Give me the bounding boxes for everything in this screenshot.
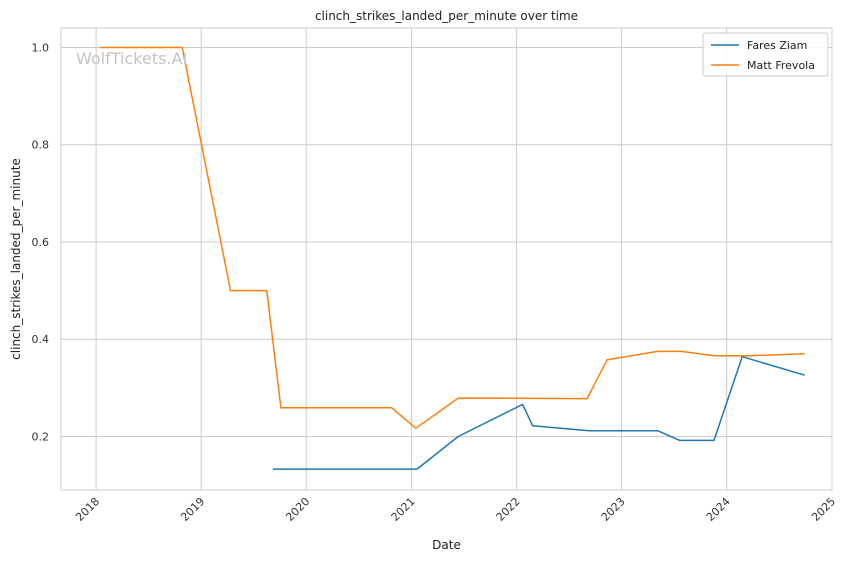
x-tick-label: 2024 [704,495,733,524]
series-line [272,355,805,470]
series-0 [272,355,805,470]
y-axis-label: clinch_strikes_landed_per_minute [9,158,23,360]
x-tick-label: 2022 [494,495,523,524]
data-point [679,440,680,441]
data-point [657,430,658,431]
x-axis-label: Date [432,538,461,552]
x-tick-label: 2019 [178,495,207,524]
x-axis-ticks: 2018 2019 2020 2021 2022 2023 2024 2025 [73,495,838,524]
data-point [182,47,183,48]
data-point [587,398,588,399]
legend-label: Matt Frevola [747,59,815,72]
x-tick-label: 2025 [809,495,838,524]
data-point [589,430,590,431]
y-tick-label: 0.2 [32,431,50,444]
data-point [804,353,805,354]
plot-background [61,28,832,490]
y-axis-ticks: 0.2 0.4 0.6 0.8 1.0 [32,41,50,443]
data-point [607,359,608,360]
series-1 [99,46,805,429]
x-tick-label: 2020 [283,495,312,524]
data-point [280,407,281,408]
series-layer [99,46,805,470]
data-point [99,47,100,48]
data-point [532,425,533,426]
y-tick-label: 0.8 [32,139,50,152]
data-point [681,351,682,352]
data-point [713,355,714,356]
data-point [416,469,417,470]
x-tick-label: 2023 [599,495,628,524]
series-line [99,46,805,429]
data-point [266,290,267,291]
legend-label: Fares Ziam [747,39,807,52]
y-tick-label: 0.6 [32,236,50,249]
chart-title: clinch_strikes_landed_per_minute over ti… [315,9,578,23]
plot-frame [60,27,833,491]
data-point [458,398,459,399]
data-point [657,351,658,352]
y-tick-label: 1.0 [32,41,50,54]
x-tick-label: 2018 [73,495,102,524]
legend: Fares Ziam Matt Frevola [702,32,829,77]
data-point [391,407,392,408]
data-point [713,440,714,441]
data-point [804,375,805,376]
data-point [230,290,231,291]
data-point [522,404,523,405]
data-point [748,355,749,356]
data-point [415,428,416,429]
watermark: WolfTickets.AI [76,49,187,68]
data-point [458,436,459,437]
y-tick-label: 0.4 [32,333,50,346]
data-point [272,469,273,470]
x-tick-label: 2021 [389,495,418,524]
